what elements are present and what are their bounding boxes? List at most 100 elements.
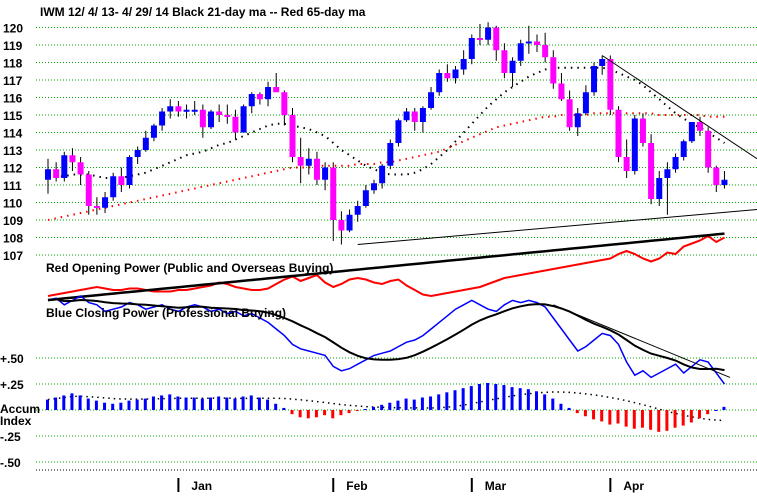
accum-axis-labels: +.50 +.25 -.25 -.50 xyxy=(0,352,24,470)
accum-tick-label: +.25 xyxy=(0,378,24,392)
accum-bar xyxy=(665,410,669,431)
candle-body xyxy=(574,113,581,128)
accum-bar xyxy=(176,396,180,410)
accum-bar xyxy=(429,396,433,410)
price-tick-label: 118 xyxy=(3,57,23,71)
accum-bar xyxy=(404,398,408,410)
accum-bar xyxy=(200,398,204,410)
candlesticks xyxy=(45,22,728,245)
candle-body xyxy=(175,106,182,112)
candle-body xyxy=(159,111,166,126)
accum-bar xyxy=(257,397,261,410)
candle-body xyxy=(289,115,296,157)
candle-body xyxy=(142,137,149,150)
accum-bar xyxy=(673,410,677,428)
candle-body xyxy=(93,206,100,208)
candle-body xyxy=(411,111,418,122)
candle-body xyxy=(167,106,174,112)
accum-bar xyxy=(233,398,237,410)
candle-body xyxy=(493,27,500,51)
accum-bar xyxy=(290,410,294,415)
accum-bar xyxy=(372,406,375,410)
candle-body xyxy=(346,214,353,231)
accum-bar xyxy=(592,410,596,420)
candle-body xyxy=(53,169,60,178)
candle-body xyxy=(126,157,133,185)
accum-bar xyxy=(192,397,196,410)
candle-body xyxy=(362,190,369,206)
candle-body xyxy=(705,130,712,168)
candle-body xyxy=(713,167,720,185)
candle-body xyxy=(273,87,280,93)
price-tick-label: 114 xyxy=(3,127,23,141)
price-tick-label: 119 xyxy=(3,39,23,53)
candle-body xyxy=(672,157,679,170)
candle-body xyxy=(85,174,92,206)
candle-body xyxy=(599,59,606,66)
candle-body xyxy=(354,206,361,215)
price-tick-label: 111 xyxy=(3,179,22,193)
candle-body xyxy=(631,118,638,171)
candle-body xyxy=(224,115,231,117)
candle-body xyxy=(338,220,345,231)
accum-bar xyxy=(518,388,522,410)
accum-bar xyxy=(698,410,701,419)
accum-bar xyxy=(649,410,653,430)
accum-bar xyxy=(103,402,107,410)
accum-bar xyxy=(722,406,726,410)
candle-body xyxy=(468,38,475,59)
accum-tick-label: +.50 xyxy=(0,352,24,366)
accum-bar xyxy=(437,394,441,410)
accum-bar xyxy=(209,397,212,410)
price-tick-label: 108 xyxy=(3,232,23,246)
candle-body xyxy=(566,99,573,128)
accum-bar xyxy=(412,399,416,410)
accum-bar xyxy=(46,399,49,410)
accum-bar xyxy=(160,395,164,410)
candle-body xyxy=(118,176,125,185)
accum-bar xyxy=(347,410,351,414)
price-tick-label: 112 xyxy=(3,162,23,176)
accum-bar xyxy=(225,397,229,410)
accum-bar xyxy=(94,400,98,410)
candle-body xyxy=(297,157,304,166)
candle-body xyxy=(208,111,214,128)
accum-bar xyxy=(331,410,335,419)
candle-body xyxy=(436,73,443,93)
accum-bar xyxy=(380,404,384,410)
price-tick-label: 113 xyxy=(3,144,23,158)
accum-bar xyxy=(86,398,90,410)
price-tick-label: 110 xyxy=(3,197,23,211)
accum-bar xyxy=(526,389,530,410)
price-tick-label: 117 xyxy=(3,74,23,88)
candle-body xyxy=(517,43,524,61)
price-tick-label: 115 xyxy=(3,109,23,123)
candle-body xyxy=(61,155,68,178)
candle-body xyxy=(45,169,51,180)
candle-body xyxy=(191,109,198,112)
accum-bar xyxy=(249,395,253,410)
candle-body xyxy=(688,122,695,142)
accum-bar xyxy=(314,410,318,418)
accum-bar xyxy=(298,410,302,418)
accum-bar xyxy=(62,395,66,410)
closing-power-trend-line xyxy=(553,304,731,378)
accum-bar xyxy=(510,387,514,410)
price-axis-labels: 120 119 118 117 116 115 114 113 112 111 110 109 108 1… xyxy=(3,22,23,264)
candle-body xyxy=(395,120,402,143)
price-tick-label: 109 xyxy=(3,214,23,228)
accum-bar xyxy=(469,386,473,410)
candle-body xyxy=(591,66,598,93)
candle-body xyxy=(656,178,663,199)
candle-body xyxy=(232,116,239,133)
accum-bar xyxy=(681,410,685,426)
month-label: Mar xyxy=(485,479,507,493)
index-label: Index xyxy=(0,414,32,428)
candle-body xyxy=(680,141,687,157)
candle-body xyxy=(542,45,549,58)
candle-body xyxy=(501,50,508,73)
accum-bar xyxy=(420,397,424,410)
accum-bar xyxy=(445,392,449,410)
accum-bar xyxy=(396,400,400,410)
